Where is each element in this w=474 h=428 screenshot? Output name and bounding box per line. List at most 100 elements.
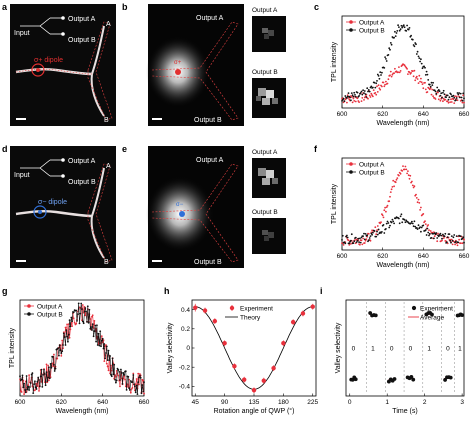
data-point [446, 94, 449, 97]
data-point [381, 71, 383, 74]
legend-marker [349, 28, 353, 32]
data-point [415, 43, 417, 46]
data-point [47, 364, 49, 367]
data-point [442, 237, 445, 240]
output-a-label-d: Output A [68, 158, 96, 165]
data-point [428, 83, 431, 86]
data-point [399, 215, 402, 218]
data-point [344, 95, 347, 97]
data-point [450, 98, 452, 101]
data-point [354, 236, 357, 239]
state-label: 0 [352, 345, 356, 352]
x-axis-label: Rotation angle of QWP (°) [214, 407, 295, 415]
data-point [61, 350, 64, 353]
data-point [48, 379, 50, 382]
data-point [385, 60, 388, 62]
output-b-label-b: Output B [194, 117, 222, 124]
data-point [26, 388, 29, 391]
data-point [425, 234, 428, 236]
data-point [405, 168, 408, 171]
data-point [411, 38, 414, 41]
data-point [347, 239, 350, 242]
data-point [411, 222, 414, 225]
data-point [416, 228, 419, 231]
data-point [453, 102, 456, 104]
data-point [139, 376, 142, 379]
state-label: 0 [446, 345, 450, 352]
data-point [376, 229, 378, 232]
data-point [53, 363, 55, 366]
data-point [434, 90, 437, 93]
data-point [385, 80, 387, 83]
data-point [135, 384, 138, 387]
data-point [82, 322, 85, 325]
output-a-label-e: Output A [196, 157, 224, 164]
data-point [347, 92, 350, 94]
data-point [417, 55, 420, 58]
x-axis-label: Wavelength (nm) [376, 262, 429, 269]
data-point [420, 58, 422, 61]
x-axis-label: Wavelength (nm) [55, 408, 108, 415]
data-point [53, 370, 56, 372]
data-point [108, 359, 111, 361]
data-point [463, 238, 465, 241]
data-point [91, 323, 94, 325]
data-point [103, 360, 106, 362]
data-point [418, 202, 421, 204]
data-point [398, 26, 400, 28]
data-point [420, 226, 423, 229]
data-point [403, 26, 406, 29]
plot-frame [341, 157, 465, 251]
data-point [384, 56, 386, 58]
data-point [387, 54, 390, 56]
data-point [388, 200, 391, 203]
dashed-outline-d [87, 163, 113, 263]
data-point [420, 230, 422, 233]
data-point [374, 92, 377, 94]
plot-frame [19, 299, 145, 397]
data-point [375, 82, 378, 85]
data-point [143, 392, 145, 395]
data-point [408, 177, 411, 180]
data-point [45, 363, 48, 366]
data-point [105, 362, 108, 365]
experiment-point [261, 378, 266, 383]
panel-label-e: e [122, 144, 127, 154]
data-point [396, 177, 399, 180]
data-point [369, 239, 372, 242]
data-point [403, 219, 406, 221]
data-point [43, 373, 46, 375]
data-point [371, 233, 373, 236]
x-axis-label: Time (s) [392, 408, 417, 415]
data-point [81, 320, 84, 323]
data-point [393, 222, 395, 225]
dipole-label-a: σ+ dipole [34, 57, 63, 64]
data-point [367, 239, 370, 242]
data-point [350, 239, 352, 242]
sigma-label-b: σ+ [174, 60, 182, 66]
data-point [456, 244, 459, 247]
experiment-point [430, 312, 434, 317]
data-point [462, 94, 465, 97]
x-tick-label: 620 [377, 111, 388, 118]
data-point [96, 344, 99, 346]
data-point [129, 391, 132, 394]
y-tick-label: 0 [186, 345, 190, 352]
waveguide-branch-a-d [91, 167, 105, 217]
data-point [449, 239, 452, 242]
data-point [34, 386, 37, 389]
data-point [373, 230, 376, 232]
y-axis-label: Valley selectivity [167, 322, 174, 373]
data-point [131, 381, 134, 383]
data-point [95, 340, 97, 343]
data-point [428, 234, 430, 237]
experiment-point [290, 319, 296, 325]
data-point [91, 329, 93, 331]
scale-bar-d [16, 260, 26, 262]
data-point [42, 374, 44, 376]
data-point [370, 232, 373, 235]
data-point [105, 345, 108, 348]
data-point [432, 81, 434, 84]
data-point [390, 188, 393, 191]
data-point [460, 96, 463, 99]
